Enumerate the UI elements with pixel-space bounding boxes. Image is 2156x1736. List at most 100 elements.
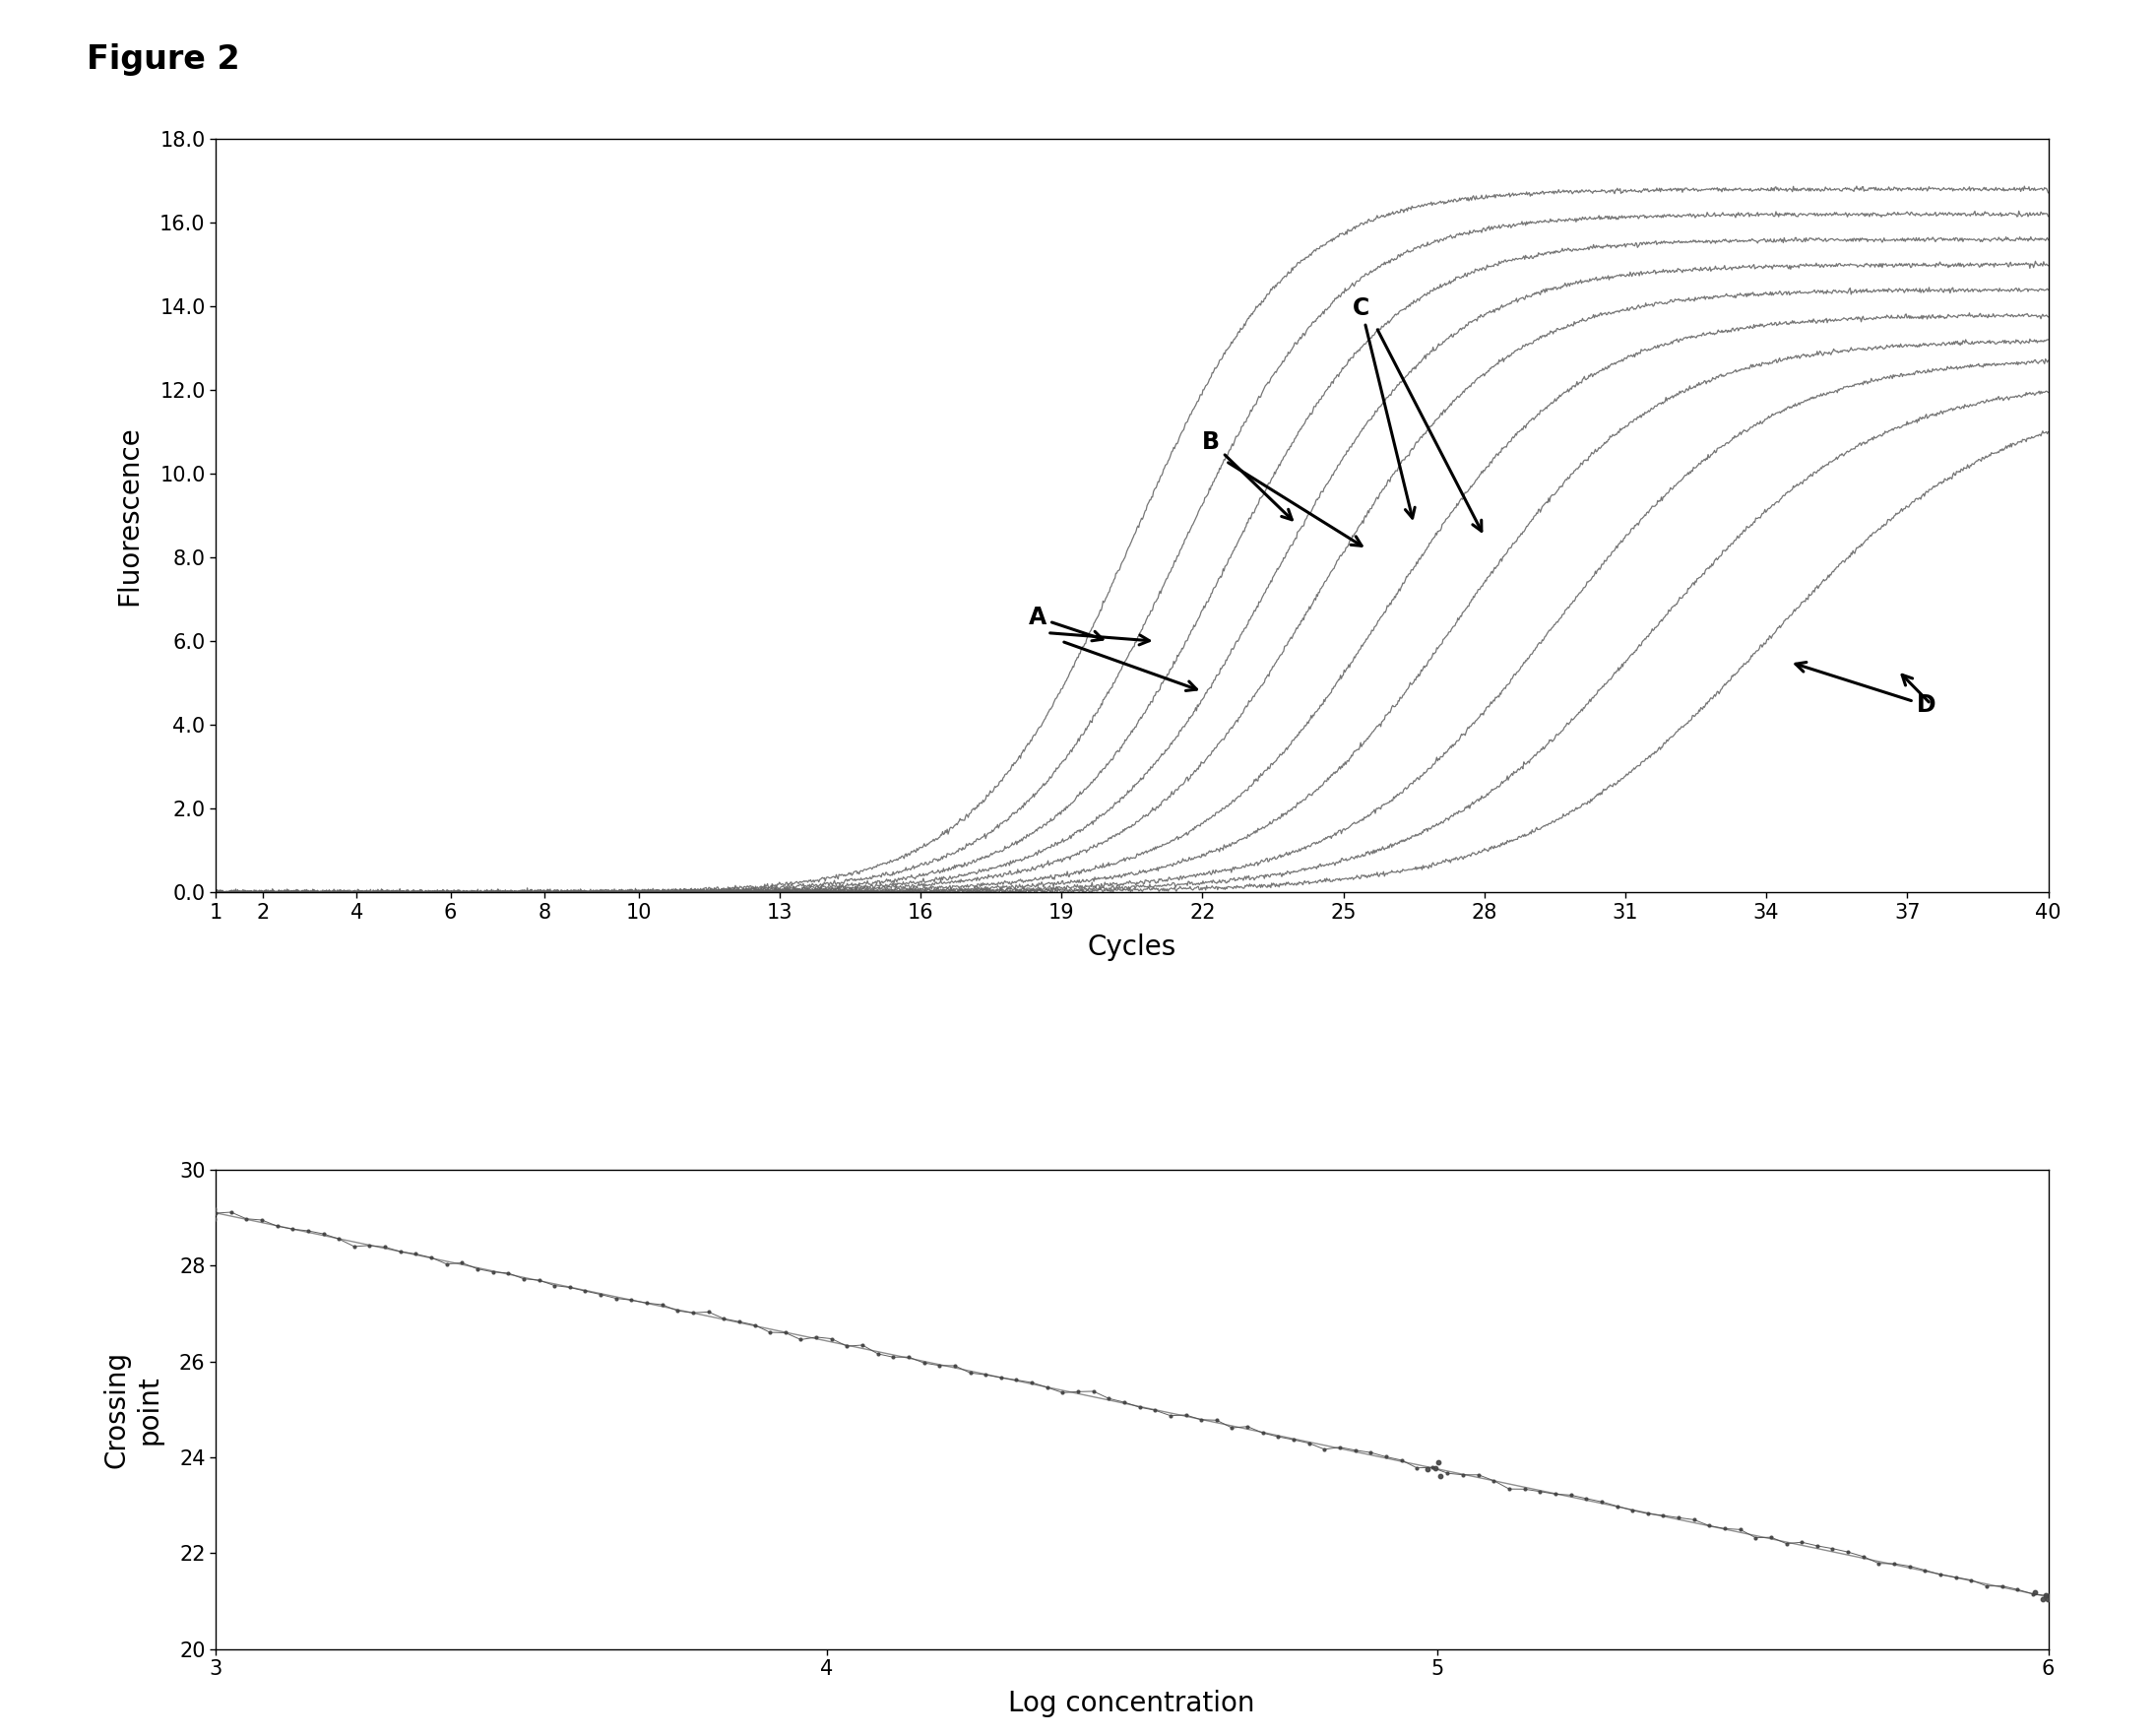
Point [998, 1366, 1033, 1394]
Point [1261, 1424, 1296, 1451]
Point [1429, 1460, 1464, 1488]
Text: B: B [1203, 431, 1291, 519]
Point [1423, 1462, 1457, 1489]
Point [1184, 1406, 1218, 1434]
Point [1878, 1550, 1912, 1578]
Point [1492, 1476, 1526, 1503]
Point [1986, 1573, 2020, 1601]
Point [830, 1332, 865, 1359]
Point [1339, 1436, 1373, 1463]
Point [1369, 1443, 1404, 1470]
Point [336, 1233, 371, 1260]
Point [492, 1259, 526, 1286]
Point [213, 1198, 248, 1226]
Point [1153, 1401, 1188, 1429]
Point [1015, 1368, 1050, 1396]
Point [1091, 1385, 1125, 1413]
Point [1585, 1488, 1619, 1516]
Point [768, 1319, 802, 1347]
Point [351, 1231, 386, 1259]
Point [1199, 1406, 1233, 1434]
Y-axis label: Crossing
point: Crossing point [103, 1351, 162, 1469]
Point [1246, 1418, 1281, 1446]
Point [1753, 1524, 1787, 1552]
Point [1893, 1552, 1927, 1580]
Point [860, 1340, 895, 1368]
Point [1231, 1413, 1266, 1441]
Point [1214, 1415, 1248, 1443]
Text: D: D [1796, 661, 1936, 717]
Point [1421, 1448, 1455, 1476]
Text: A: A [1028, 606, 1102, 641]
Point [1414, 1453, 1449, 1481]
Point [1554, 1481, 1589, 1509]
Point [444, 1248, 479, 1276]
Point [1031, 1373, 1065, 1401]
Point [198, 1200, 233, 1227]
Point [1354, 1439, 1388, 1467]
Point [692, 1299, 727, 1326]
Point [1677, 1505, 1712, 1533]
Point [196, 1205, 231, 1233]
Point [306, 1220, 341, 1248]
X-axis label: Cycles: Cycles [1087, 934, 1177, 960]
Point [645, 1292, 679, 1319]
Point [1785, 1528, 1820, 1555]
Point [923, 1352, 957, 1380]
Point [800, 1323, 834, 1351]
Point [522, 1266, 556, 1293]
Point [1708, 1516, 1742, 1543]
Point [737, 1311, 772, 1338]
Point [261, 1212, 295, 1240]
Point [584, 1281, 619, 1309]
Point [1447, 1462, 1481, 1489]
Point [1630, 1500, 1664, 1528]
Point [190, 1193, 224, 1220]
Point [752, 1318, 787, 1345]
Point [815, 1325, 849, 1352]
Point [1861, 1550, 1895, 1578]
Point [291, 1217, 326, 1245]
Point [783, 1326, 817, 1354]
Point [2018, 1578, 2053, 1606]
Point [1419, 1455, 1453, 1483]
Point [459, 1255, 494, 1283]
Point [1923, 1561, 1958, 1588]
Point [537, 1272, 571, 1300]
Point [1692, 1512, 1727, 1540]
Point [1522, 1477, 1557, 1505]
Point [599, 1285, 634, 1312]
Point [968, 1361, 1003, 1389]
Point [1169, 1401, 1203, 1429]
Point [1846, 1543, 1880, 1571]
Point [1570, 1484, 1604, 1512]
Point [1507, 1476, 1542, 1503]
Point [1061, 1378, 1095, 1406]
Point [1770, 1529, 1805, 1557]
Point [938, 1352, 972, 1380]
Point [908, 1349, 942, 1377]
Point [1076, 1377, 1110, 1404]
Point [1322, 1434, 1356, 1462]
Point [722, 1307, 757, 1335]
Point [2031, 1585, 2065, 1613]
Point [1953, 1566, 1988, 1594]
Point [2024, 1585, 2059, 1613]
Point [476, 1259, 511, 1286]
Point [196, 1200, 231, 1227]
Point [1723, 1516, 1757, 1543]
Point [2001, 1576, 2035, 1604]
Point [321, 1226, 356, 1253]
Point [630, 1290, 664, 1318]
Point [507, 1266, 541, 1293]
Point [983, 1364, 1018, 1392]
Point [369, 1233, 403, 1260]
Point [707, 1305, 742, 1333]
Point [1600, 1493, 1634, 1521]
Point [1138, 1396, 1173, 1424]
Point [1046, 1378, 1080, 1406]
Point [1815, 1535, 1850, 1562]
Point [196, 1194, 231, 1222]
Point [1291, 1429, 1326, 1457]
Point [1645, 1502, 1680, 1529]
